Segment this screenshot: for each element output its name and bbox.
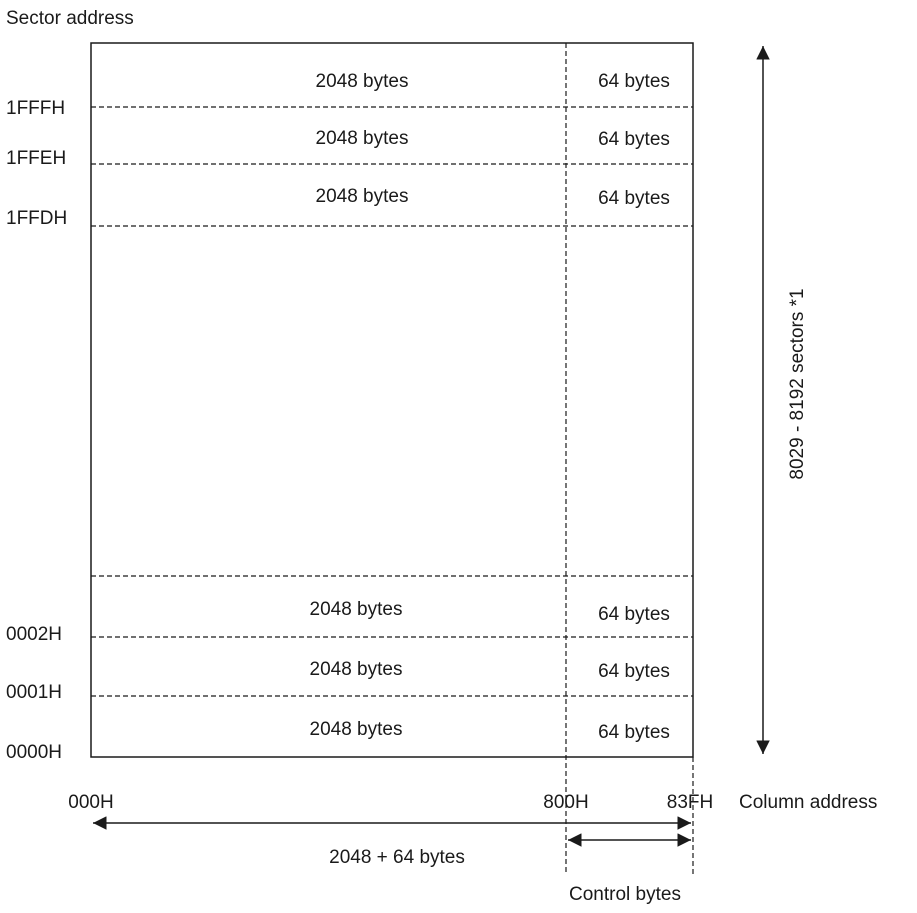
sector-count-label: 8029 - 8192 sectors *1 xyxy=(787,288,808,479)
row-data-label: 2048 bytes xyxy=(310,599,403,620)
row-data-label: 2048 bytes xyxy=(310,719,403,740)
sector-address-label: 1FFEH xyxy=(6,148,66,169)
column-tick-end: 83FH xyxy=(667,792,713,813)
column-tick-start: 000H xyxy=(68,792,113,813)
column-address-label: Column address xyxy=(739,792,877,813)
sector-address-label: 1FFDH xyxy=(6,208,67,229)
row-control-label: 64 bytes xyxy=(598,71,670,92)
column-tick-control-start: 800H xyxy=(543,792,588,813)
row-control-label: 64 bytes xyxy=(598,129,670,150)
memory-block xyxy=(90,42,694,758)
row-data-label: 2048 bytes xyxy=(310,659,403,680)
row-control-label: 64 bytes xyxy=(598,604,670,625)
row-data-label: 2048 bytes xyxy=(316,71,409,92)
row-control-label: 64 bytes xyxy=(598,188,670,209)
row-data-label: 2048 bytes xyxy=(316,128,409,149)
total-width-label: 2048 + 64 bytes xyxy=(329,847,465,868)
row-control-label: 64 bytes xyxy=(598,722,670,743)
row-control-label: 64 bytes xyxy=(598,661,670,682)
control-bytes-label: Control bytes xyxy=(569,884,681,905)
sector-address-title: Sector address xyxy=(6,8,134,29)
sector-address-label: 0002H xyxy=(6,624,62,645)
sector-address-label: 0000H xyxy=(6,742,62,763)
sector-address-label: 0001H xyxy=(6,682,62,703)
sector-address-label: 1FFFH xyxy=(6,98,65,119)
row-data-label: 2048 bytes xyxy=(316,186,409,207)
